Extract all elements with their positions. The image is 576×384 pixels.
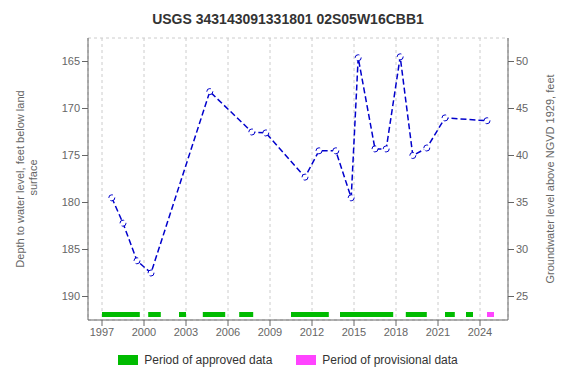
svg-text:190: 190 xyxy=(62,290,80,302)
html-text:Period of approved data: Period of approved data xyxy=(144,353,273,367)
svg-text:2018: 2018 xyxy=(384,326,408,338)
svg-text:170: 170 xyxy=(62,102,80,114)
svg-text:180: 180 xyxy=(62,196,80,208)
svg-text:30: 30 xyxy=(516,243,528,255)
svg-text:2003: 2003 xyxy=(174,326,198,338)
svg-text:25: 25 xyxy=(516,290,528,302)
svg-text:165: 165 xyxy=(62,55,80,67)
svg-text:Depth to water level, feet bel: Depth to water level, feet below land xyxy=(14,90,26,267)
svg-text:2012: 2012 xyxy=(300,326,324,338)
html-text:Period of provisional data: Period of provisional data xyxy=(322,353,458,367)
svg-text:45: 45 xyxy=(516,102,528,114)
svg-text:2009: 2009 xyxy=(258,326,282,338)
svg-text:2000: 2000 xyxy=(132,326,156,338)
svg-text:1997: 1997 xyxy=(90,326,114,338)
svg-text:50: 50 xyxy=(516,55,528,67)
svg-text:185: 185 xyxy=(62,243,80,255)
svg-text:2021: 2021 xyxy=(426,326,450,338)
svg-text:Groundwater level above NGVD 1: Groundwater level above NGVD 1929, feet xyxy=(544,74,556,283)
svg-text:175: 175 xyxy=(62,149,80,161)
svg-text:2015: 2015 xyxy=(342,326,366,338)
svg-text:2024: 2024 xyxy=(468,326,492,338)
html-text:USGS 343143091331801 02S05W16C: USGS 343143091331801 02S05W16CBB1 xyxy=(152,11,424,27)
svg-text:surface: surface xyxy=(27,159,39,198)
svg-text:2006: 2006 xyxy=(216,326,240,338)
svg-text:40: 40 xyxy=(516,149,528,161)
svg-text:35: 35 xyxy=(516,196,528,208)
